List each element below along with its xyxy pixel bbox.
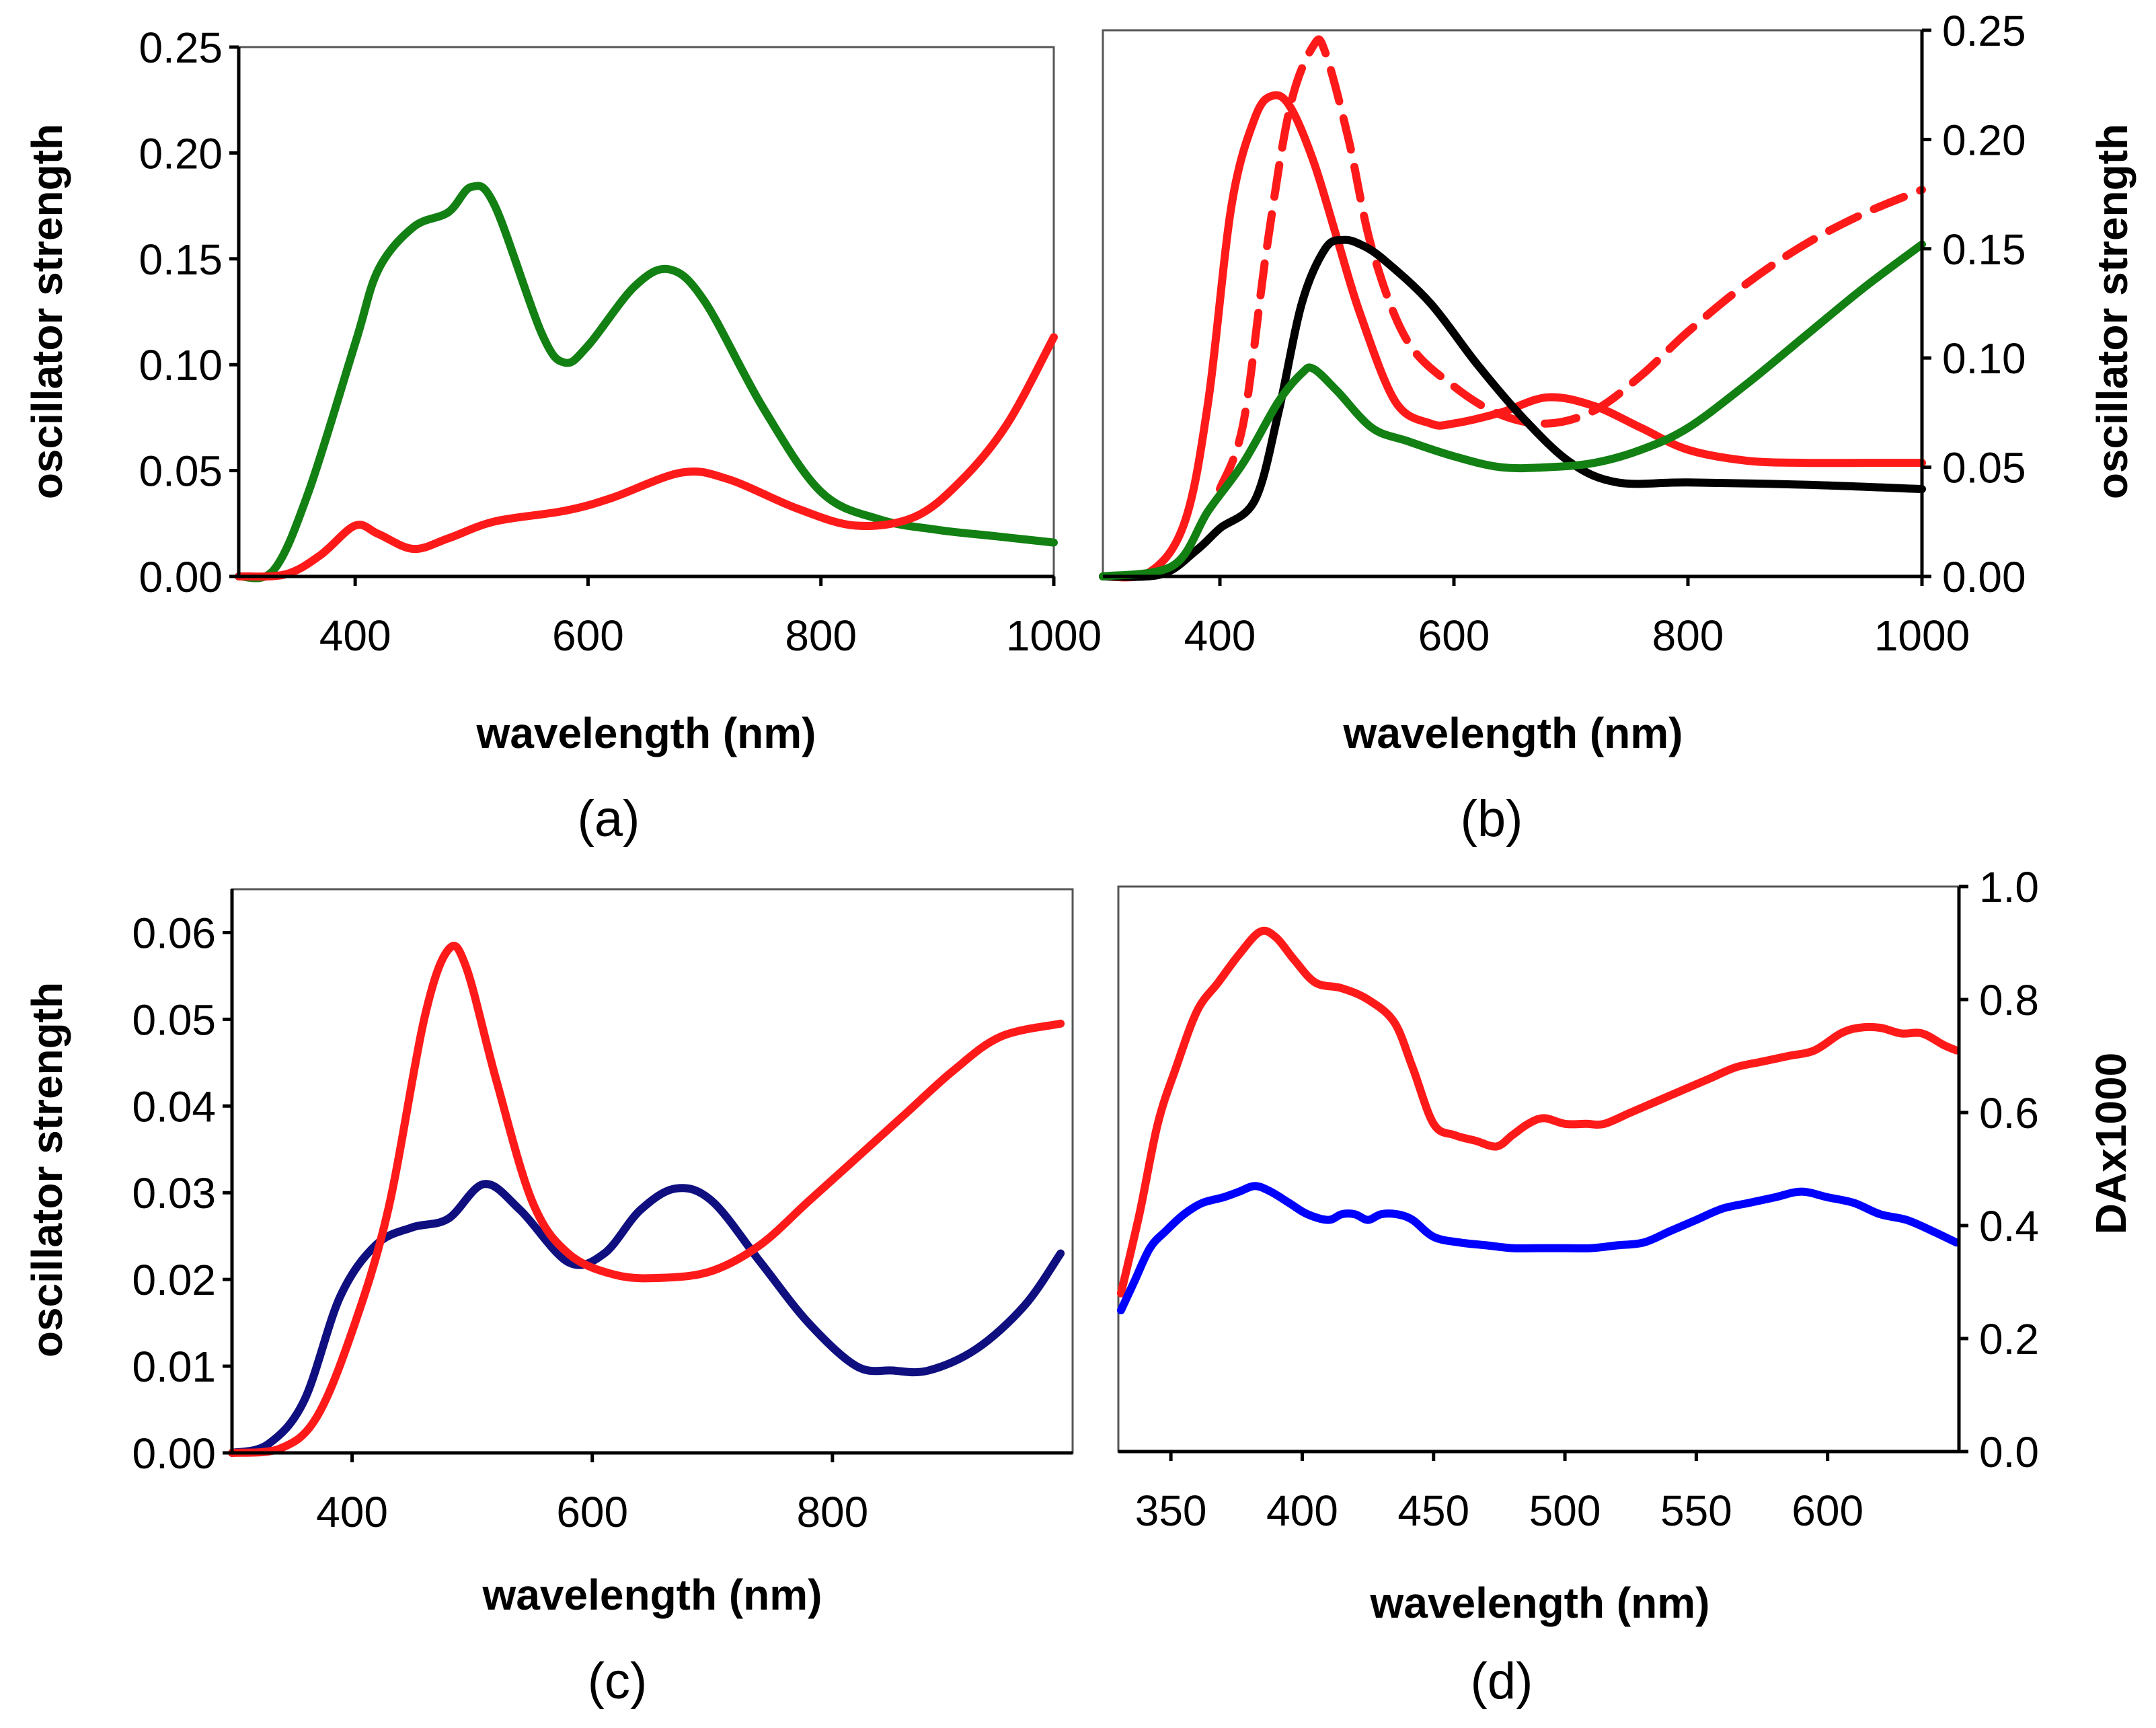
series-line-c-red <box>228 942 1065 1457</box>
panel-c: 400 600 800 0.00 0.01 0.02 0.03 0.04 0.05 0.06 wa… <box>23 888 1074 1710</box>
x-tick-label-c: 800 <box>796 1488 868 1536</box>
x-tick-label-b: 400 <box>1184 611 1256 660</box>
y-tick-label-b: 0.25 <box>1942 7 2026 55</box>
y-tick-label-c: 0.06 <box>132 909 216 957</box>
panel-caption-a: (a) <box>578 790 640 848</box>
x-tick-label-c: 600 <box>556 1488 628 1536</box>
panel-caption-b: (b) <box>1461 790 1523 848</box>
x-tick-label-a: 1000 <box>1006 611 1102 660</box>
x-tick-label-d: 400 <box>1266 1487 1338 1535</box>
y-tick-label-c: 0.03 <box>132 1169 216 1217</box>
x-tick-label-d: 450 <box>1397 1487 1469 1535</box>
x-tick-label-d: 600 <box>1792 1487 1863 1535</box>
x-axis-title-c: wavelength (nm) <box>482 1571 822 1619</box>
x-tick-label-d: 550 <box>1660 1487 1732 1535</box>
y-tick-label-d: 0.2 <box>1979 1315 2039 1363</box>
panel-caption-d: (d) <box>1471 1653 1533 1710</box>
series-line-d-blue <box>1116 1182 1961 1314</box>
x-tick-label-a: 400 <box>319 611 391 660</box>
x-tick-label-c: 400 <box>316 1488 388 1536</box>
panel-a: 400 600 800 1000 0.00 0.05 0.10 0.15 0.20 0.25 wa… <box>23 24 1102 848</box>
y-tick-label-b: 0.10 <box>1942 334 2026 383</box>
y-tick-label-c: 0.02 <box>132 1256 216 1304</box>
panel-b: 400 600 800 1000 0.00 0.05 0.10 0.15 0.20 0.25 wa… <box>1099 7 2136 848</box>
y-tick-label-b: 0.20 <box>1942 116 2026 164</box>
y-tick-label-b: 0.15 <box>1942 225 2026 274</box>
x-tick-label-b: 1000 <box>1874 611 1970 660</box>
y-tick-label-c: 0.00 <box>132 1429 216 1478</box>
y-tick-label-a: 0.10 <box>139 341 223 389</box>
y-tick-label-b: 0.00 <box>1942 553 2026 601</box>
series-line-b-red-solid <box>1099 91 1926 582</box>
series-line-d-red <box>1116 926 1961 1298</box>
y-tick-label-a: 0.20 <box>139 129 223 178</box>
y-axis-title-b: oscillator strength <box>2088 124 2136 499</box>
series-line-c-navy <box>228 1180 1065 1457</box>
x-axis-title-a: wavelength (nm) <box>476 709 816 757</box>
series-line-a-green <box>235 182 1058 583</box>
series-line-b-red-dashed <box>1216 35 1926 494</box>
series-line-b-black <box>1099 235 1926 581</box>
y-axis-title-d: DAx1000 <box>2087 1053 2135 1234</box>
series-line-a-red <box>235 333 1058 581</box>
y-tick-label-c: 0.05 <box>132 996 216 1044</box>
panel-caption-c: (c) <box>588 1653 648 1710</box>
x-tick-label-d: 500 <box>1529 1487 1601 1535</box>
y-tick-label-c: 0.01 <box>132 1343 216 1391</box>
y-tick-label-a: 0.25 <box>139 24 223 72</box>
y-tick-label-d: 0.4 <box>1979 1202 2039 1250</box>
y-axis-title-a: oscillator strength <box>23 124 71 499</box>
series-line-b-green <box>1099 240 1926 580</box>
y-axis-title-c: oscillator strength <box>23 982 71 1357</box>
x-tick-label-a: 600 <box>552 611 624 660</box>
y-tick-label-a: 0.05 <box>139 447 223 496</box>
y-tick-label-d: 0.0 <box>1979 1428 2039 1476</box>
y-tick-label-a: 0.15 <box>139 235 223 284</box>
y-tick-label-d: 0.6 <box>1979 1089 2039 1137</box>
y-tick-label-d: 0.8 <box>1979 976 2039 1024</box>
x-axis-title-d: wavelength (nm) <box>1370 1579 1710 1627</box>
y-tick-label-d: 1.0 <box>1979 863 2039 911</box>
panel-d: 350 400 450 500 550 600 0.0 0.2 0.4 0.6 0.8 1.0 wav… <box>1116 863 2135 1710</box>
y-tick-label-c: 0.04 <box>132 1082 216 1131</box>
x-tick-label-b: 600 <box>1418 611 1490 660</box>
x-axis-title-b: wavelength (nm) <box>1343 709 1683 757</box>
x-tick-label-a: 800 <box>785 611 857 660</box>
y-tick-label-a: 0.00 <box>139 553 223 601</box>
x-tick-label-d: 350 <box>1135 1487 1207 1535</box>
x-tick-label-b: 800 <box>1652 611 1724 660</box>
y-tick-label-b: 0.05 <box>1942 444 2026 492</box>
